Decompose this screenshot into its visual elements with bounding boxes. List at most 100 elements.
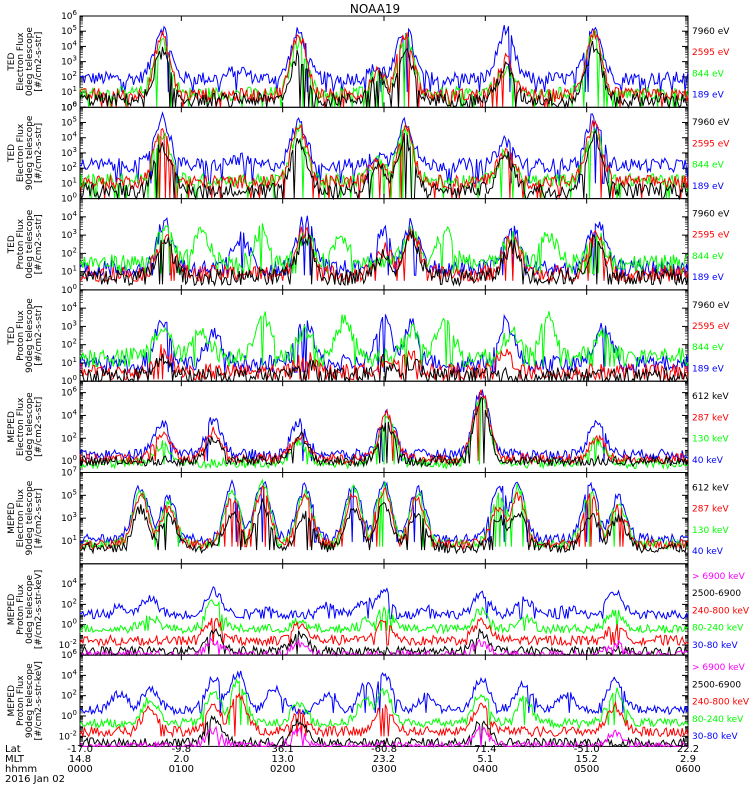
y-axis-label-line: 90deg telescope [25, 115, 35, 190]
y-axis-label-line: TED [7, 235, 17, 254]
y-axis-label-line: Electron Flux [16, 397, 26, 456]
y-axis-label-line: 90deg telescope [25, 480, 35, 555]
y-tick-label: 102 [61, 161, 77, 174]
y-axis-label-line: Proton Flux [16, 310, 26, 361]
y-tick-label: 100 [61, 618, 77, 631]
series-line-3 [79, 119, 689, 200]
legend-entry: 130 keV [692, 435, 729, 445]
y-tick-label: 105 [61, 488, 77, 501]
legend-entry: 2595 eV [692, 139, 730, 149]
y-axis-label-line: [#/cm2-s-str-keV] [34, 570, 44, 649]
footer-hhmm-value: 0500 [574, 764, 599, 775]
y-axis-label-line: Proton Flux [16, 218, 26, 269]
series-line-4 [79, 353, 689, 384]
y-axis-label-line: [#/cm2-s-str] [34, 123, 44, 183]
y-tick-label: 103 [61, 146, 77, 159]
footer-hhmm-value: 0000 [67, 764, 92, 775]
legend-entry: 844 eV [692, 252, 725, 262]
y-axis-label-line: [#/cm2-s-str] [34, 214, 44, 274]
legend-entry: 189 eV [692, 273, 725, 283]
y-tick-label: 104 [61, 301, 77, 314]
footer-lat-value: -60.8 [371, 744, 397, 755]
legend-entry: 240-800 keV [692, 698, 750, 708]
y-tick-label: 102 [61, 338, 77, 351]
y-axis-label-line: TED [7, 144, 17, 163]
legend-entry: 80-240 keV [692, 624, 744, 634]
y-axis-label-line: [#/cm2-s-str] [34, 488, 44, 548]
footer-hhmm-value: 0600 [675, 764, 700, 775]
legend-entry: 30-80 keV [692, 732, 738, 742]
legend-entry: 287 keV [692, 413, 729, 423]
y-tick-label: 104 [61, 131, 77, 144]
footer-row-mlt: MLT [5, 754, 25, 765]
legend-entry: 612 keV [692, 392, 729, 402]
y-tick-label: 102 [61, 597, 77, 610]
y-tick-label: 104 [61, 39, 77, 52]
legend-entry: 2595 eV [692, 322, 730, 332]
y-axis-label-line: 0deg telescope [25, 574, 35, 644]
footer-lat-value: 36.1 [272, 744, 294, 755]
legend-entry: 2595 eV [692, 48, 730, 58]
legend-entry: 40 keV [692, 456, 724, 466]
y-tick-label: 10-2 [59, 729, 77, 742]
y-tick-label: 104 [61, 210, 77, 223]
legend-entry: 612 keV [692, 483, 729, 493]
y-axis-label-line: [#/cm2-s-str] [34, 32, 44, 92]
y-tick-label: 103 [61, 228, 77, 241]
y-tick-label: 102 [61, 689, 77, 702]
legend-entry: > 6900 keV [692, 572, 746, 582]
footer-lat-value: -17.0 [67, 744, 93, 755]
series-line-1 [79, 586, 689, 621]
panel-3: 100 101 102 103 104 TED Proton Flux 0deg telesc… [7, 198, 730, 296]
y-tick-label: 100 [61, 192, 77, 205]
legend-entry: 189 eV [692, 91, 725, 101]
panel-frame [79, 106, 689, 200]
y-tick-label: 100 [61, 709, 77, 722]
y-axis-label-line: [#/cm2-s-str] [34, 397, 44, 457]
y-axis-label-line: MEPED [7, 502, 17, 534]
y-tick-label: 101 [61, 265, 77, 278]
footer-lat-value: -9.8 [172, 744, 192, 755]
y-tick-label: 102 [61, 70, 77, 83]
y-tick-label: 102 [61, 246, 77, 259]
y-axis-label-line: TED [7, 53, 17, 72]
footer-hhmm-value: 0400 [473, 764, 498, 775]
series-line-2 [79, 396, 689, 470]
series-line-4 [79, 229, 689, 287]
y-axis-label-line: Proton Flux [16, 675, 26, 726]
footer-row-lat: Lat [5, 744, 21, 755]
legend-entry: 844 eV [692, 161, 725, 171]
footer-mlt-value: 15.2 [576, 754, 598, 765]
series-line-3 [79, 617, 689, 647]
series-line-1 [79, 670, 689, 716]
footer-mlt-value: 2.9 [680, 754, 696, 765]
y-tick-label: 104 [61, 408, 77, 421]
y-axis-label-line: MEPED [7, 411, 17, 443]
footer-row-hhmm: hhmm [5, 764, 37, 775]
footer-hhmm-value: 0300 [371, 764, 396, 775]
y-tick-label: 103 [61, 55, 77, 68]
series-line-3 [79, 389, 689, 466]
legend-entry: 189 eV [692, 364, 725, 374]
y-axis-label-line: TED [7, 326, 17, 345]
y-axis-label-line: [#/cm2-s-str-keV] [34, 661, 44, 740]
series-line-4 [79, 40, 689, 110]
y-tick-label: 105 [61, 116, 77, 129]
series-line-2 [79, 677, 689, 730]
figure-title: NOAA19 [350, 2, 400, 16]
series-line-2 [79, 223, 689, 274]
y-tick-label: 104 [61, 577, 77, 590]
footer-hhmm-value: 0200 [270, 764, 295, 775]
y-axis-label-line: 90deg telescope [25, 663, 35, 738]
y-axis-label-line: [#/cm2-s-str] [34, 305, 44, 365]
y-tick-label: 105 [61, 24, 77, 37]
footer-mlt-value: 14.8 [69, 754, 91, 765]
